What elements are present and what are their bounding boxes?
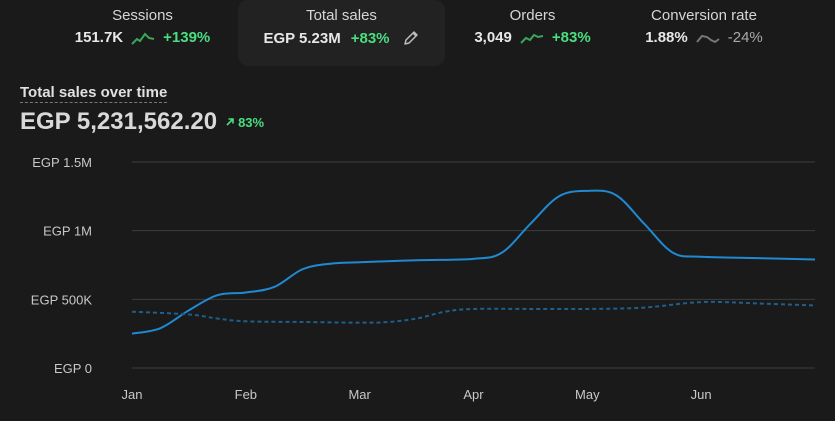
metric-total-sales[interactable]: Total sales EGP 5.23M +83% <box>238 0 445 66</box>
chart-total-value: EGP 5,231,562.20 <box>20 108 218 135</box>
series-line-primary <box>131 189 816 335</box>
metric-value: 1.88% <box>645 29 688 46</box>
chart-title[interactable]: Total sales over time <box>20 84 168 103</box>
arrow-up-right-icon <box>226 118 234 126</box>
y-tick-label: EGP 1M <box>43 224 92 239</box>
x-tick-label: Jun <box>691 387 712 402</box>
metric-value: 3,049 <box>474 29 512 46</box>
y-tick-label: EGP 1.5M <box>32 155 92 170</box>
y-tick-label: EGP 500K <box>31 292 93 307</box>
metrics-bar: Sessions 151.7K +139% Total sales EGP 5.… <box>0 0 835 66</box>
metric-value: EGP 5.23M <box>263 29 341 47</box>
y-tick-label: EGP 0 <box>54 361 92 376</box>
x-tick-label: Feb <box>235 387 257 402</box>
x-tick-label: Mar <box>348 387 371 402</box>
x-tick-label: May <box>575 387 600 402</box>
metric-orders[interactable]: Orders 3,049 +83% <box>455 0 610 66</box>
metric-label: Orders <box>509 7 556 24</box>
metric-label: Sessions <box>112 7 173 24</box>
metric-label: Conversion rate <box>651 7 757 24</box>
line-chart: EGP 0 EGP 500K EGP 1M EGP 1.5M Jan Feb Mar Apr M… <box>31 155 816 402</box>
sparkline-up-icon <box>520 33 544 44</box>
metric-delta: +83% <box>350 29 390 47</box>
series-line-comparison <box>131 300 816 324</box>
sparkline-down-icon <box>695 34 720 43</box>
sparkline-up-icon <box>131 31 155 45</box>
metric-sessions[interactable]: Sessions 151.7K +139% <box>60 0 225 66</box>
metric-conversion-rate[interactable]: Conversion rate 1.88% -24% <box>620 0 788 66</box>
pencil-icon[interactable] <box>402 29 420 47</box>
chart-change-badge: 83% <box>225 115 264 130</box>
x-tick-label: Jan <box>122 387 143 402</box>
metric-delta: -24% <box>727 29 763 46</box>
metric-delta: +83% <box>551 29 591 46</box>
chart-change-value: 83% <box>238 114 265 130</box>
metric-value: 151.7K <box>74 29 124 46</box>
metric-label: Total sales <box>306 7 377 24</box>
chart-total-row: EGP 5,231,562.20 83% <box>20 108 264 136</box>
metric-delta: +139% <box>163 29 211 46</box>
x-tick-label: Apr <box>463 387 484 402</box>
